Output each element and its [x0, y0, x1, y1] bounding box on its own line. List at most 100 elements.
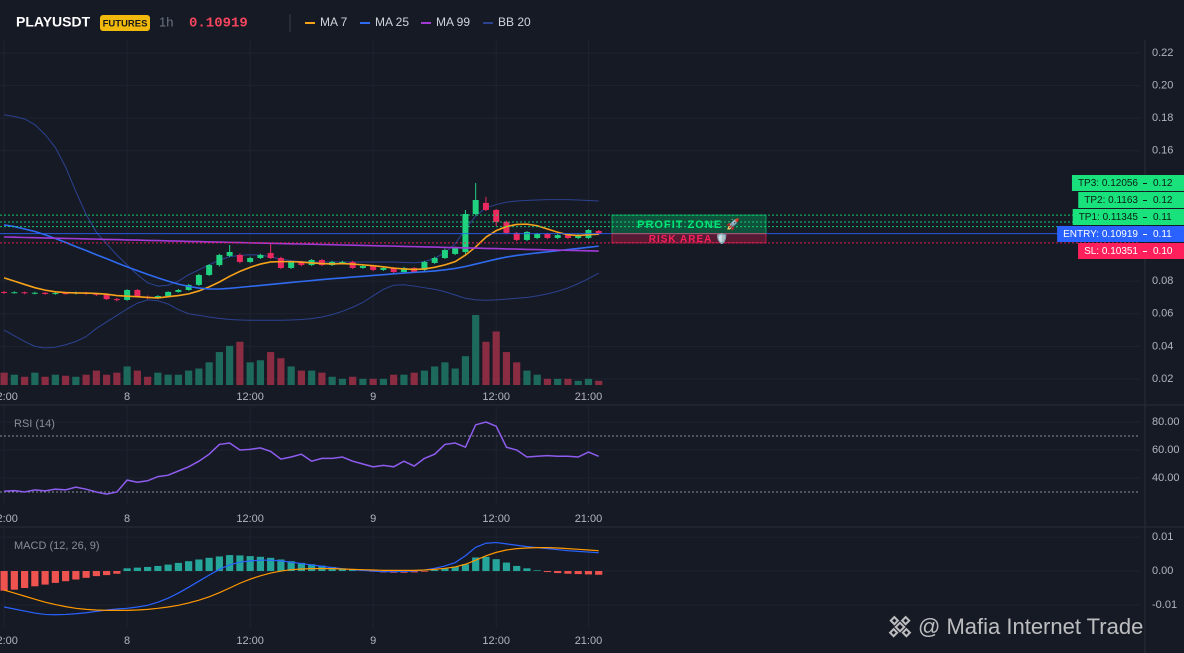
histogram-bar	[338, 568, 347, 572]
candle-body	[462, 214, 469, 252]
volume-bar	[21, 376, 29, 385]
candle-body	[247, 258, 254, 262]
candle-body	[52, 293, 59, 295]
histogram-bar	[0, 571, 8, 591]
histogram-bar	[21, 571, 29, 588]
histogram-bar	[82, 571, 90, 578]
candle-body	[595, 230, 602, 234]
level-tick-label: 0.11	[1153, 229, 1172, 240]
candle-body	[31, 292, 38, 294]
volume-bar	[174, 374, 182, 385]
y-tick-label: 0.18	[1152, 112, 1173, 124]
volume-bar	[338, 378, 347, 385]
histogram-bar	[502, 562, 511, 572]
candle-body	[185, 284, 192, 290]
candle-body	[277, 258, 284, 268]
histogram-bar	[185, 561, 193, 572]
x-tick-label: 21:00	[575, 391, 603, 403]
y-tick-label: 0.16	[1152, 145, 1173, 157]
x-tick-label: 12:00	[482, 635, 510, 647]
y-tick-label: -0.01	[1152, 599, 1177, 611]
histogram-bar	[267, 557, 275, 572]
histogram-bar	[523, 568, 531, 572]
candle-body	[21, 292, 28, 294]
bollinger-lower	[3, 272, 599, 349]
volume-bar	[51, 374, 59, 385]
zone	[611, 233, 767, 244]
histogram-bar	[92, 571, 100, 577]
candle-body	[288, 261, 295, 268]
volume-bar	[431, 366, 439, 385]
zone-label: RISK AREA 🛡️	[649, 232, 730, 245]
level-label: SL: 0.10351	[1084, 246, 1138, 257]
candle-body	[503, 222, 510, 233]
legend-label: MA 25	[375, 15, 409, 29]
x-tick-label: 12:00	[0, 391, 18, 403]
y-tick-label: 0.06	[1152, 308, 1173, 320]
volume-bar	[185, 370, 193, 385]
x-tick-label: 12:00	[482, 513, 510, 525]
x-tick-label: 12:00	[482, 391, 510, 403]
volume-bar	[328, 376, 336, 385]
candle-body	[575, 235, 582, 238]
volume-bar	[359, 378, 367, 385]
volume-bar	[144, 376, 152, 385]
volume-bar	[390, 374, 398, 385]
candle-body	[513, 232, 520, 240]
histogram-bar	[297, 562, 306, 572]
volume-bar	[226, 345, 234, 385]
histogram-bar	[144, 566, 152, 572]
histogram-bar	[236, 555, 244, 572]
histogram-bar	[31, 571, 39, 587]
level-tick-label: 0.12	[1153, 195, 1173, 206]
last-price: 0.10919	[189, 16, 248, 32]
level-label: TP3: 0.12056	[1078, 178, 1138, 189]
y-tick-label: 80.00	[1152, 416, 1180, 428]
level-label: TP1: 0.11345	[1079, 212, 1139, 223]
candle-body	[103, 294, 110, 300]
histogram-bar	[164, 564, 172, 572]
volume-bar	[461, 356, 470, 385]
level-label: ENTRY: 0.10919	[1063, 229, 1138, 240]
level-box	[1071, 175, 1184, 191]
volume-bar	[113, 372, 121, 385]
histogram-bar	[287, 561, 295, 572]
histogram-bar	[533, 570, 541, 572]
candle-body	[544, 233, 551, 238]
x-tick-label: 21:00	[575, 513, 603, 525]
histogram-bar	[564, 571, 572, 574]
candle-body	[93, 293, 100, 295]
candle-body	[154, 296, 161, 298]
volume-bar	[513, 362, 521, 385]
moving-average	[3, 223, 599, 299]
candle-body	[318, 259, 325, 266]
candle-body	[370, 266, 377, 270]
candle-body	[257, 254, 264, 259]
candle-body	[441, 250, 448, 259]
candle-body	[267, 252, 274, 259]
volume-bar	[277, 358, 285, 385]
panel-title: RSI (14)	[14, 418, 55, 430]
histogram-bar	[277, 559, 285, 572]
x-tick-label: 12:00	[0, 635, 18, 647]
volume-bar	[31, 372, 39, 385]
histogram-bar	[420, 571, 429, 572]
zone-label: PROFIT ZONE 🚀	[637, 218, 741, 231]
x-tick-label: 8	[124, 635, 130, 647]
y-tick-label: 0.01	[1152, 531, 1173, 543]
candle-body	[62, 293, 69, 295]
volume-bar	[10, 374, 18, 385]
candle-body	[236, 254, 243, 262]
level-tick-label: 0.12	[1153, 178, 1173, 189]
volume-bar	[154, 372, 162, 385]
volume-bar	[400, 374, 408, 385]
histogram-bar	[215, 556, 223, 572]
x-tick-label: 9	[370, 513, 376, 525]
candle-body	[452, 247, 459, 254]
candle-body	[165, 291, 172, 297]
volume-bar	[492, 331, 500, 385]
histogram-bar	[595, 571, 603, 575]
candle-body	[206, 265, 213, 275]
legend-label: BB 20	[498, 15, 531, 29]
